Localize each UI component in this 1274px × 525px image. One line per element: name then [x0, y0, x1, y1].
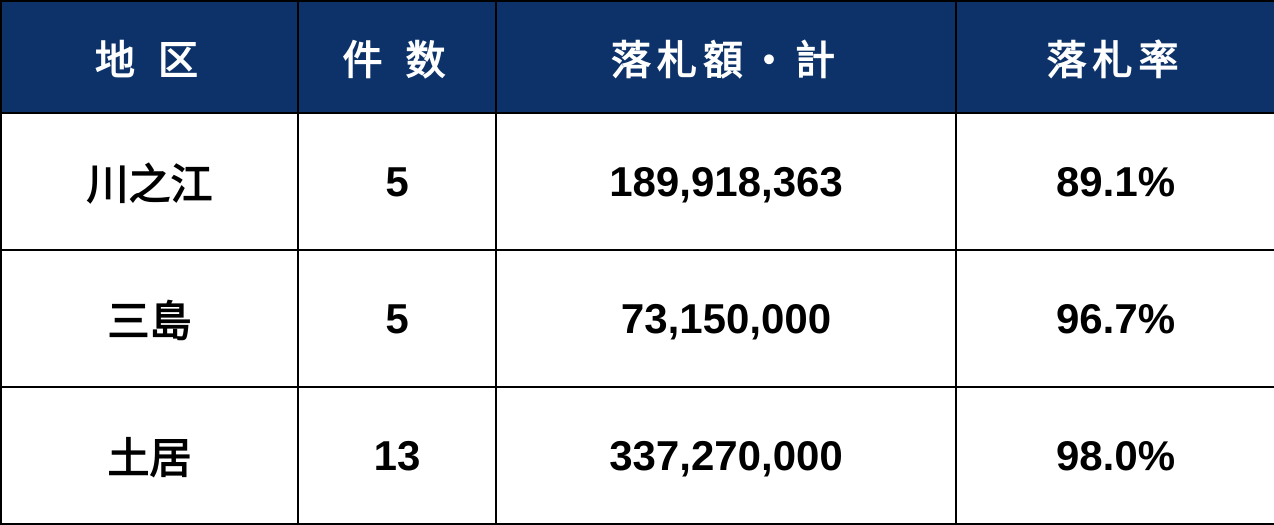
- cell-amount: 337,270,000: [496, 387, 956, 524]
- cell-district: 三島: [1, 250, 298, 387]
- bid-summary-table: 地 区 件 数 落札額・計 落札率 川之江 5 189,918,363 89.1…: [0, 0, 1274, 525]
- cell-amount: 73,150,000: [496, 250, 956, 387]
- header-rate: 落札率: [956, 1, 1274, 113]
- cell-rate: 98.0%: [956, 387, 1274, 524]
- cell-rate: 89.1%: [956, 113, 1274, 250]
- cell-count: 5: [298, 113, 496, 250]
- cell-rate: 96.7%: [956, 250, 1274, 387]
- header-count: 件 数: [298, 1, 496, 113]
- table-row: 川之江 5 189,918,363 89.1%: [1, 113, 1274, 250]
- cell-amount: 189,918,363: [496, 113, 956, 250]
- table-row: 三島 5 73,150,000 96.7%: [1, 250, 1274, 387]
- header-district: 地 区: [1, 1, 298, 113]
- cell-district: 土居: [1, 387, 298, 524]
- header-row: 地 区 件 数 落札額・計 落札率: [1, 1, 1274, 113]
- cell-count: 13: [298, 387, 496, 524]
- cell-count: 5: [298, 250, 496, 387]
- table-header: 地 区 件 数 落札額・計 落札率: [1, 1, 1274, 113]
- table-row: 土居 13 337,270,000 98.0%: [1, 387, 1274, 524]
- table-body: 川之江 5 189,918,363 89.1% 三島 5 73,150,000 …: [1, 113, 1274, 524]
- header-amount: 落札額・計: [496, 1, 956, 113]
- cell-district: 川之江: [1, 113, 298, 250]
